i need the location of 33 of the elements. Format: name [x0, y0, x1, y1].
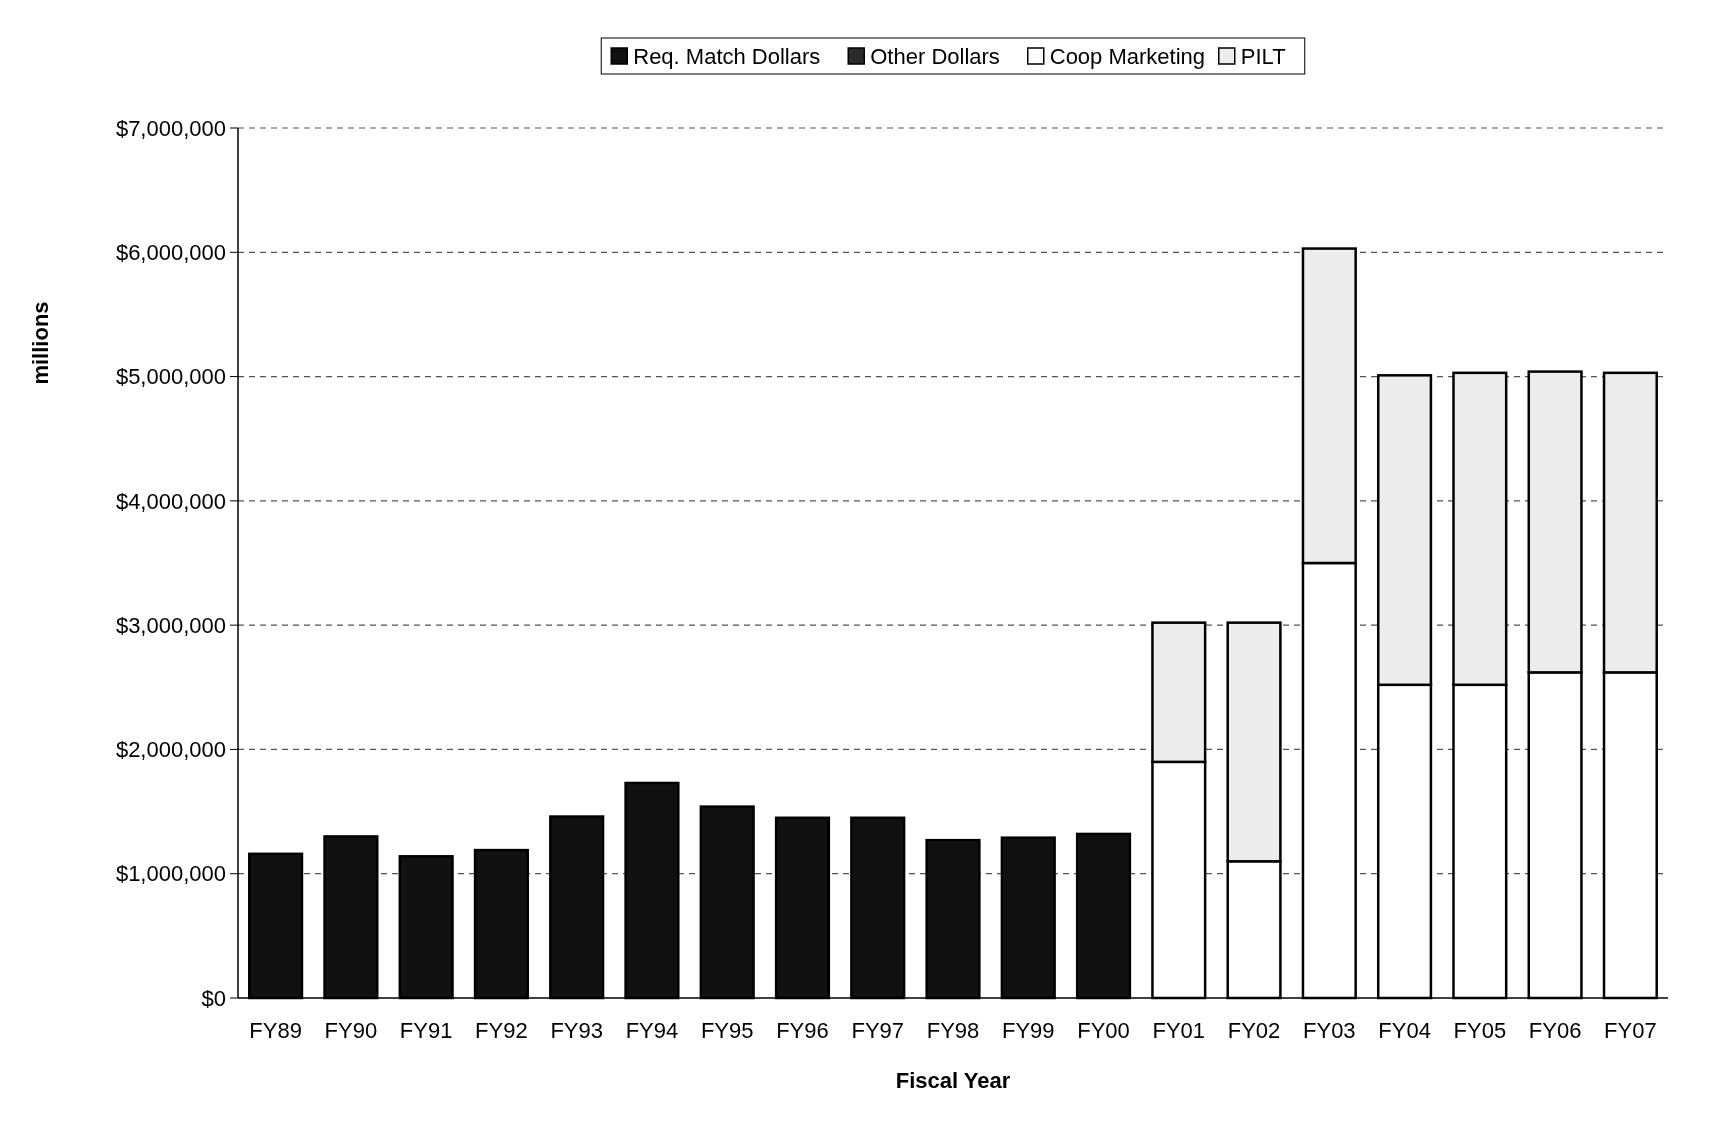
x-tick-label: FY05 — [1453, 1018, 1507, 1043]
y-axis-title: millions — [28, 301, 53, 385]
y-tick-label: $5,000,000 — [115, 364, 226, 390]
x-tick-label: FY99 — [1001, 1018, 1055, 1043]
x-tick-label: FY04 — [1378, 1018, 1431, 1043]
x-tick-label: FY00 — [1077, 1018, 1130, 1043]
x-tick-label: FY92 — [475, 1018, 528, 1043]
x-tick-label: FY01 — [1152, 1018, 1206, 1043]
x-tick-label: FY89 — [249, 1018, 302, 1043]
x-tick-label: FY98 — [926, 1018, 980, 1043]
x-tick-label: FY94 — [625, 1018, 679, 1043]
x-tick-label: FY96 — [776, 1018, 829, 1043]
x-tick-label: FY03 — [1303, 1018, 1356, 1043]
x-tick-label: FY02 — [1227, 1018, 1281, 1043]
y-tick-label: $2,000,000 — [115, 737, 226, 763]
y-tick-label: $1,000,000 — [115, 861, 226, 887]
legend-label: PILT — [1240, 43, 1286, 69]
x-tick-label: FY91 — [399, 1018, 453, 1043]
x-tick-label: FY95 — [700, 1018, 754, 1043]
y-tick-label: $4,000,000 — [115, 488, 226, 514]
legend-label: Other Dollars — [870, 43, 1000, 69]
x-tick-label: FY06 — [1528, 1018, 1582, 1043]
x-tick-label: FY97 — [851, 1018, 905, 1043]
y-tick-label: $0 — [201, 985, 226, 1011]
x-axis-title: Fiscal Year — [895, 1068, 1011, 1093]
x-tick-label: FY07 — [1604, 1018, 1657, 1043]
x-tick-label: FY93 — [550, 1018, 603, 1043]
x-tick-label: FY90 — [324, 1018, 378, 1043]
y-tick-label: $7,000,000 — [115, 115, 226, 141]
legend-label: Coop Marketing — [1049, 43, 1206, 69]
legend-label: Req. Match Dollars — [633, 43, 821, 69]
y-tick-label: $6,000,000 — [115, 239, 226, 265]
y-tick-label: $3,000,000 — [115, 612, 226, 638]
